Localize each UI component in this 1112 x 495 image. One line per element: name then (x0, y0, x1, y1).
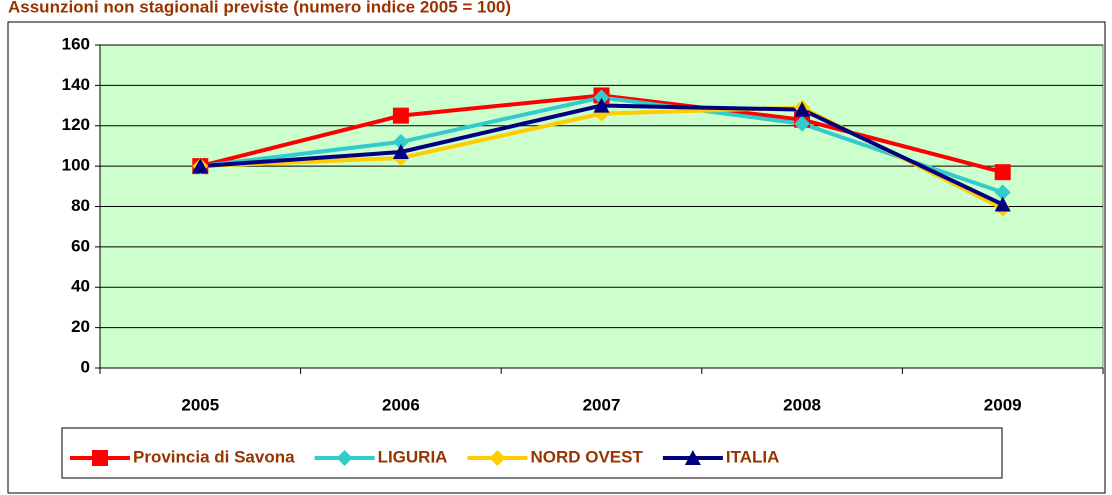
data-point (392, 107, 409, 124)
data-point (593, 89, 610, 106)
legend-label: NORD OVEST (530, 447, 643, 466)
y-tick-label: 40 (71, 277, 90, 296)
legend-label: Provincia di Savona (133, 447, 295, 466)
legend-swatch-marker (489, 450, 506, 466)
y-tick-label: 160 (62, 34, 90, 53)
data-point (192, 158, 209, 174)
legend-swatch-marker (336, 450, 353, 466)
legend-swatch-marker (92, 450, 108, 466)
x-tick-label: 2006 (382, 395, 420, 414)
data-point (994, 196, 1011, 212)
data-point (593, 97, 610, 113)
chart-title: Assunzioni non stagionali previste (nume… (8, 0, 511, 16)
y-tick-label: 100 (62, 156, 90, 175)
legend-label: LIGURIA (378, 447, 448, 466)
y-tick-label: 120 (62, 115, 90, 134)
legend-swatch-marker (684, 450, 701, 465)
data-point (994, 184, 1011, 201)
x-tick-label: 2005 (181, 395, 219, 414)
data-point (392, 133, 409, 150)
y-tick-label: 60 (71, 236, 90, 255)
y-tick-label: 140 (62, 75, 90, 94)
data-point (392, 143, 409, 159)
x-tick-label: 2007 (583, 395, 621, 414)
legend-box (61, 427, 1003, 479)
data-point (794, 115, 811, 132)
y-tick-label: 0 (81, 357, 90, 376)
y-tick-label: 20 (71, 317, 90, 336)
legend-label: ITALIA (726, 447, 780, 466)
data-point (994, 164, 1011, 181)
data-point (794, 101, 811, 117)
y-tick-label: 80 (71, 196, 90, 215)
x-tick-label: 2009 (984, 395, 1022, 414)
x-tick-label: 2008 (783, 395, 821, 414)
